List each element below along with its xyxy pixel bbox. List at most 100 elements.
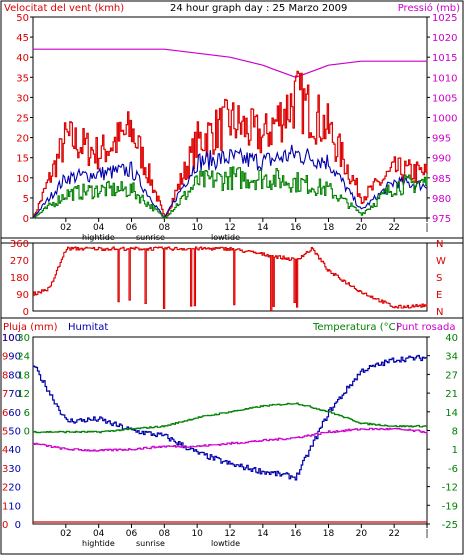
humidity-tick-label: 30 [8,464,21,475]
wind-direction-line [33,246,428,312]
direction-y-ticks: 360 270 180 90 0 [10,239,29,318]
dewpoint-line [33,427,428,452]
humidity-tick-label: 60 [8,408,21,419]
humidity-tick-label: 80 [8,370,21,381]
hour-tick-label-2: 04 [93,529,105,539]
pressure-tick-label: 985 [432,174,451,185]
hour-tick-label: 04 [93,223,105,233]
pressure-tick-label: 975 [432,214,451,225]
hour-tick-label: 22 [388,223,399,233]
wind-tick-label: 10 [16,174,29,185]
temp-left-tick-label: 6 [24,408,30,419]
wind-tick-label: 50 [16,13,29,24]
lowtide-label-2: lowtide [211,539,240,548]
humidity-tick-label: 90 [8,352,21,363]
hour-tick-label-2: 02 [60,529,71,539]
hour-tick-label-2: | [425,529,428,539]
temp-right-tick-label: 40 [445,333,458,344]
hour-tick-label: 06 [126,223,138,233]
wind-tick-label: 45 [16,33,29,44]
rain-tick-label: 4 [2,445,8,456]
temp-right-tick-label: 8 [452,427,458,438]
pressure-tick-label: 980 [432,194,451,205]
pressure-tick-label: 1020 [432,33,457,44]
humidity-line [33,354,428,481]
direction-tick-label: 0 [23,307,29,318]
wind-tick-label: 15 [16,154,29,165]
hour-tick-label: | [425,223,428,233]
wind-line [33,166,428,219]
chart-title: 24 hour graph day : 25 Marzo 2009 [170,3,347,14]
gust-line [33,70,428,219]
temp-right-tick-label: -12 [442,483,458,494]
humidity-tick-label: 40 [8,445,21,456]
rain-tick-label: 3 [2,464,8,475]
panel3-series [33,354,428,523]
hour-tick-label-2: 22 [388,529,399,539]
wind-axis-label: Velocitat del vent (kmh) [4,3,124,14]
rain-tick-label: 7 [2,389,8,400]
panel1-series [32,48,428,220]
direction-tick-label: 270 [10,256,29,267]
hour-tick-label: 12 [224,223,235,233]
humidity-tick-label: 20 [8,483,21,494]
panel3-x-ticks: 02 04 06 08 10 12 14 16 18 20 22 | [60,524,429,539]
pressure-line [33,48,427,78]
hour-tick-label-2: 06 [126,529,138,539]
rain-axis-label: Pluja (mm) [3,322,58,333]
temp-right-tick-label: -19 [442,501,458,512]
humidity-axis-label: Humitat [68,322,108,333]
hour-tick-label-2: 10 [191,529,203,539]
hour-tick-label-2: 18 [323,529,335,539]
hour-tick-label: 08 [159,223,171,233]
panel2-series [33,246,428,312]
wind-tick-label: 35 [16,73,29,84]
hour-tick-label-2: 20 [356,529,368,539]
humidity-tick-label: 70 [8,389,21,400]
wind-tick-label: 0 [23,214,29,225]
humidity-tick-label: 0 [15,520,21,531]
rain-tick-label: 2 [2,483,8,494]
wind-tick-label: 25 [16,114,29,125]
hour-tick-label: 14 [257,223,269,233]
temperature-right-ticks: 40 34 27 21 14 8 1 -6 -12 -19 -25 [427,333,458,531]
compass-letter: N [436,239,443,250]
compass-letter: W [436,256,446,267]
direction-tick-label: 180 [10,273,29,284]
pressure-tick-label: 1005 [432,93,457,104]
temperature-axis-label: Temperatura (°C) [312,322,400,333]
panel1-x-ticks: 02 04 06 08 10 12 14 16 18 20 22 | [60,218,429,233]
rain-tick-label: 5 [2,427,8,438]
humidity-tick-label: 50 [8,427,21,438]
humidity-tick-label: 100 [2,333,21,344]
compass-letter: E [436,290,442,301]
wind-tick-label: 5 [23,194,29,205]
temp-left-tick-label: 24 [17,352,30,363]
hour-tick-label: 10 [191,223,203,233]
hour-tick-label: 18 [323,223,335,233]
direction-tick-label: 360 [10,239,29,250]
temp-right-tick-label: 34 [445,352,458,363]
pressure-tick-label: 990 [432,154,451,165]
hour-tick-label-2: 14 [257,529,269,539]
rain-tick-label: 10 [2,333,15,344]
wind-tick-label: 30 [16,93,29,104]
rain-tick-label: 6 [2,408,8,419]
temp-right-tick-label: 1 [452,445,458,456]
pressure-tick-label: 1000 [432,114,457,125]
temp-left-tick-label: 18 [17,370,30,381]
pressure-axis-label: Pressió (mb) [398,2,460,14]
hour-tick-label-2: 08 [159,529,171,539]
direction-tick-label: 90 [16,290,29,301]
temp-right-tick-label: 14 [445,408,458,419]
pressure-tick-label: 995 [432,134,451,145]
wind-tick-label: 20 [16,134,29,145]
hour-tick-label: 20 [356,223,368,233]
temp-right-tick-label: 21 [445,389,458,400]
